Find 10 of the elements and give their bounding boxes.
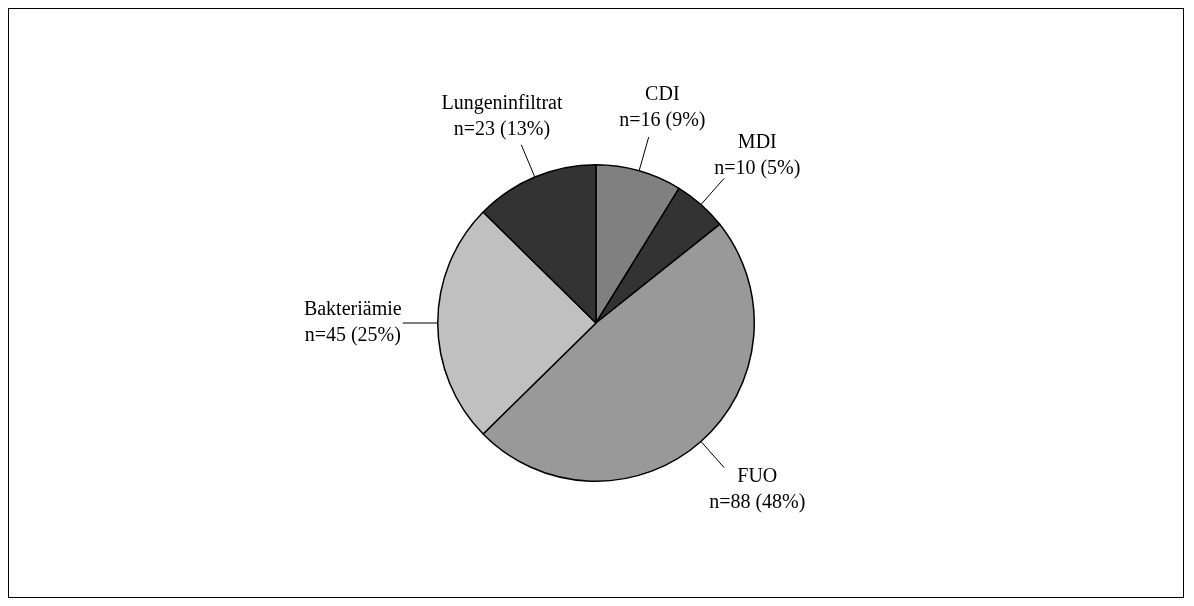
slice-label: CDI <box>645 82 680 105</box>
data-label: n=45 (25%) <box>304 323 401 347</box>
slice-label: FUO <box>737 464 778 487</box>
data-label: n=16 (9%) <box>619 108 706 132</box>
data-label: n=10 (5%) <box>714 156 801 180</box>
slice-label: Bakteriämie <box>303 297 402 320</box>
data-label: n=88 (48%) <box>709 490 806 514</box>
slice-label: MDI <box>737 130 777 153</box>
data-label: n=23 (13%) <box>453 117 551 141</box>
slice-label: Lungeninfiltrat <box>441 91 563 115</box>
